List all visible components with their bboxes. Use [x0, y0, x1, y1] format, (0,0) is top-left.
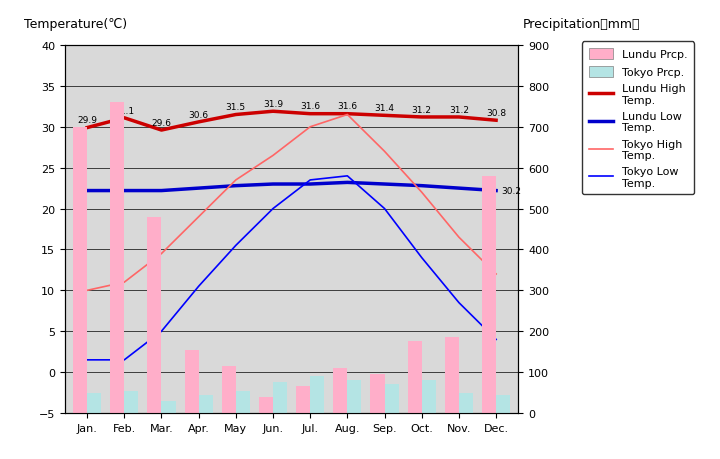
Text: 31.6: 31.6	[300, 102, 320, 111]
Text: 30.6: 30.6	[189, 110, 209, 119]
Bar	[310, 376, 324, 413]
Text: Temperature(℃): Temperature(℃)	[24, 18, 127, 31]
Text: 29.6: 29.6	[151, 118, 171, 128]
Text: 31.4: 31.4	[374, 104, 395, 113]
Bar	[370, 375, 384, 413]
Bar	[184, 350, 199, 413]
Bar	[459, 393, 473, 413]
Bar	[408, 341, 422, 413]
Bar	[384, 385, 399, 413]
Bar	[73, 128, 87, 413]
Bar	[347, 381, 361, 413]
Bar	[273, 382, 287, 413]
Text: 31.2: 31.2	[412, 106, 432, 114]
Text: 31.6: 31.6	[337, 102, 357, 111]
Bar	[445, 338, 459, 413]
Text: 31.2: 31.2	[449, 106, 469, 114]
Bar	[110, 103, 125, 413]
Bar	[259, 397, 273, 413]
Text: 30.8: 30.8	[486, 109, 506, 118]
Text: 31.5: 31.5	[226, 103, 246, 112]
Text: 29.9: 29.9	[77, 116, 97, 125]
Text: 31.9: 31.9	[263, 100, 283, 109]
Bar	[496, 395, 510, 413]
Legend: Lundu Prcp., Tokyo Prcp., Lundu High
Temp., Lundu Low
Temp., Tokyo High
Temp., T: Lundu Prcp., Tokyo Prcp., Lundu High Tem…	[582, 42, 694, 195]
Bar	[87, 393, 102, 413]
Bar	[236, 391, 250, 413]
Bar	[199, 395, 213, 413]
Bar	[422, 381, 436, 413]
Bar	[296, 386, 310, 413]
Text: Precipitation（mm）: Precipitation（mm）	[523, 18, 640, 31]
Bar	[333, 368, 347, 413]
Text: 30.2: 30.2	[502, 187, 522, 196]
Bar	[161, 401, 176, 413]
Bar	[125, 391, 138, 413]
Bar	[482, 176, 496, 413]
Bar	[222, 366, 236, 413]
Text: 31.1: 31.1	[114, 106, 135, 115]
Bar	[148, 217, 161, 413]
